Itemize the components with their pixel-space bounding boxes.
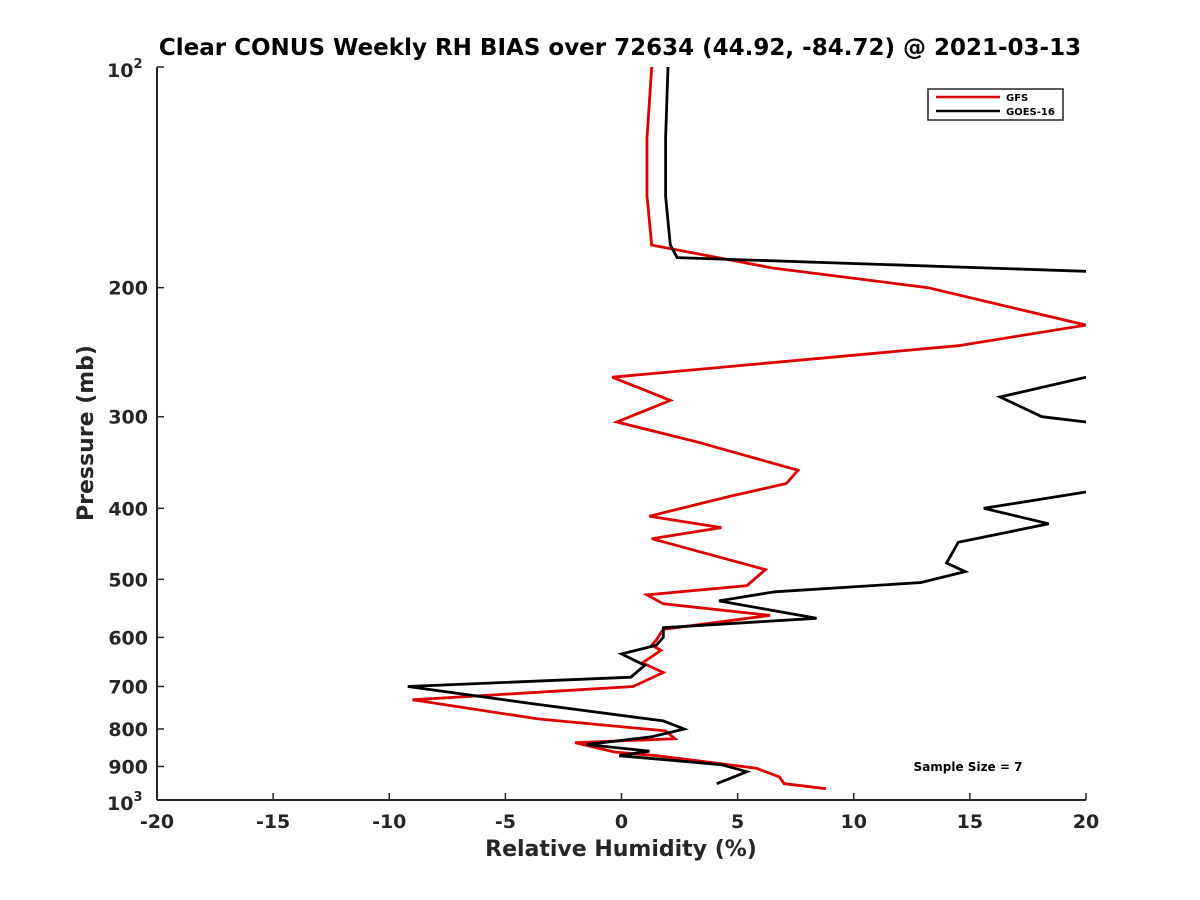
y-tick-label: 300 — [108, 407, 148, 429]
series-line-gfs — [412, 67, 1086, 791]
x-tick-label: 15 — [957, 811, 983, 833]
x-axis-label: Relative Humidity (%) — [485, 837, 757, 862]
legend: GFS GOES-16 — [927, 88, 1064, 121]
chart-title: Clear CONUS Weekly RH BIAS over 72634 (4… — [159, 35, 1081, 61]
legend-box — [927, 88, 1064, 121]
legend-label-gfs: GFS — [1006, 93, 1028, 104]
x-tick-label: -15 — [256, 811, 290, 833]
series-line-goes16 — [407, 67, 1086, 786]
sample-size-annotation: Sample Size = 7 — [914, 760, 1023, 774]
x-tick-label: 5 — [731, 811, 744, 833]
x-tick-label: -20 — [140, 811, 174, 833]
x-tick-label: -10 — [372, 811, 406, 833]
legend-label-goes16: GOES-16 — [1006, 107, 1055, 118]
y-tick-label-bottom: 103 — [107, 790, 143, 815]
y-tick-label: 200 — [108, 278, 148, 300]
y-tick-label: 400 — [108, 498, 148, 520]
x-ticks: -20 -15 -10 -5 0 5 10 15 20 — [140, 793, 1099, 833]
y-ticks: 200 300 400 500 600 700 800 900 — [108, 66, 164, 801]
y-tick-label-top: 102 — [107, 57, 143, 82]
y-tick-label: 700 — [108, 676, 148, 698]
x-tick-label: 0 — [615, 811, 628, 833]
y-tick-label: 500 — [108, 569, 148, 591]
y-tick-label: 900 — [108, 756, 148, 778]
series-layer — [407, 67, 1086, 791]
y-axis-label: Pressure (mb) — [74, 345, 99, 521]
x-tick-label: -5 — [495, 811, 516, 833]
y-tick-label: 600 — [108, 627, 148, 649]
y-tick-label: 800 — [108, 719, 148, 741]
x-tick-label: 20 — [1073, 811, 1099, 833]
x-tick-label: 10 — [841, 811, 867, 833]
